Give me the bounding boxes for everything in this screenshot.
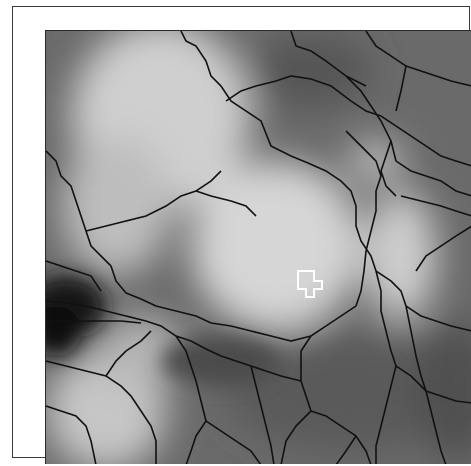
segmentation-image	[46, 31, 471, 464]
dark-regions	[46, 276, 281, 386]
superpixel-boundaries	[46, 31, 471, 464]
segmentation-image-panel	[45, 30, 471, 464]
selected-superpixel-outline	[297, 270, 323, 298]
